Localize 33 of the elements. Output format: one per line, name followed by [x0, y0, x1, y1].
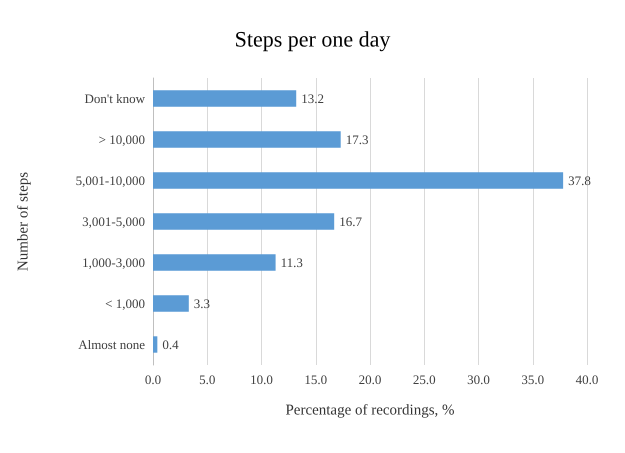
chart-title: Steps per one day — [234, 26, 390, 52]
data-label: 13.2 — [301, 91, 324, 106]
data-label: 11.3 — [280, 255, 303, 270]
x-tick-label: 15.0 — [304, 372, 328, 387]
x-tick-label: 5.0 — [199, 372, 216, 387]
bar — [153, 131, 341, 148]
y-tick-label: > 10,000 — [98, 132, 145, 147]
x-axis-title: Percentage of recordings, % — [285, 402, 455, 418]
y-tick-label: 5,001-10,000 — [76, 173, 145, 188]
y-tick-label: Don't know — [84, 91, 146, 106]
data-label: 16.7 — [339, 214, 362, 229]
x-tick-label: 20.0 — [358, 372, 382, 387]
bar — [153, 213, 334, 230]
data-label: 0.4 — [162, 337, 180, 352]
x-tick-label: 40.0 — [576, 372, 598, 387]
bar — [153, 90, 296, 107]
x-tick-label: 10.0 — [250, 372, 273, 387]
y-tick-label: Almost none — [78, 337, 146, 352]
bar — [153, 336, 158, 353]
x-tick-label: 30.0 — [467, 372, 490, 387]
data-label: 37.8 — [568, 173, 591, 188]
bar — [153, 295, 189, 312]
y-tick-label: 3,001-5,000 — [82, 214, 145, 229]
y-axis-title: Number of steps — [16, 172, 32, 272]
x-tick-label: 25.0 — [412, 372, 436, 387]
bar — [153, 254, 276, 271]
x-tick-label: 35.0 — [521, 372, 544, 387]
x-tick-label: 0.0 — [144, 372, 162, 387]
data-label: 3.3 — [194, 296, 210, 311]
y-tick-label: < 1,000 — [105, 296, 145, 311]
y-tick-label: 1,000-3,000 — [82, 255, 145, 270]
data-label: 17.3 — [346, 132, 368, 147]
bar — [153, 172, 564, 189]
